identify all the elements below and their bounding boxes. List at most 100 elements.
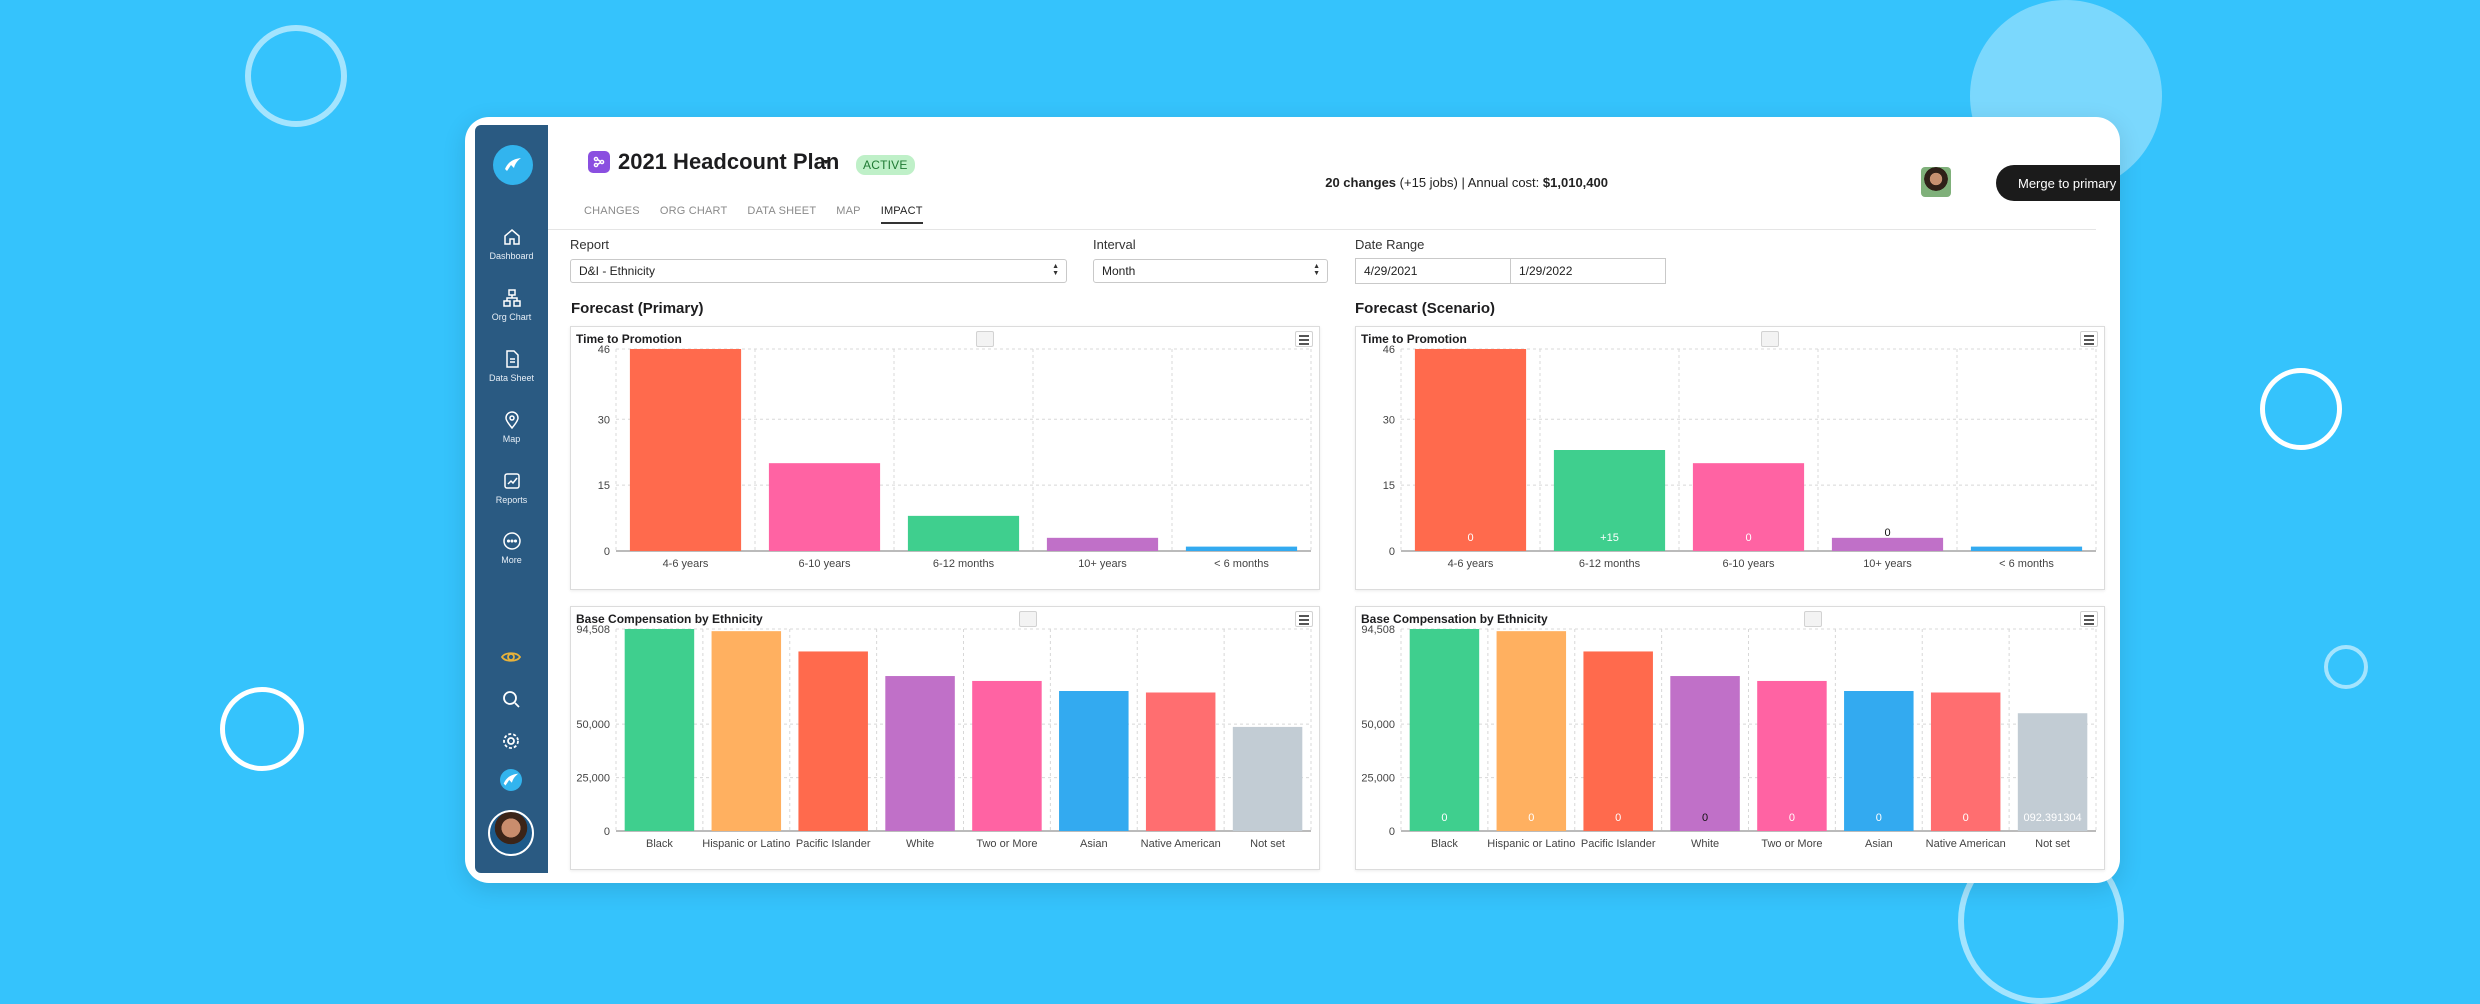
x-tick-label: < 6 months: [1999, 558, 2054, 570]
data-label: 0: [1615, 812, 1621, 824]
x-tick-label: Black: [646, 838, 673, 850]
select-arrows-icon: ▲ ▼: [1052, 263, 1059, 277]
tab-org-chart[interactable]: ORG CHART: [659, 205, 728, 217]
x-tick-label: Native American: [1926, 838, 2006, 850]
y-tick-label: 0: [604, 546, 610, 558]
data-label: 0: [1702, 812, 1708, 824]
clear-filter-icon[interactable]: [1019, 611, 1037, 627]
sidebar-item-more[interactable]: More: [475, 531, 548, 565]
chart-canvas: 0 15 30 46 0 4-6 years +15 6-12 months 0 6-10 yea…: [1383, 344, 2097, 570]
map-pin-icon: [504, 411, 519, 430]
header-divider: [548, 229, 2096, 230]
sidebar: Dashboard Org Chart Data Sheet Map: [475, 125, 548, 873]
chart-menu-icon[interactable]: [1295, 331, 1313, 347]
data-label: 0: [1745, 532, 1751, 544]
chevron-down-icon[interactable]: [820, 157, 832, 167]
chart-bar: [1232, 726, 1303, 831]
chart-bar: [1046, 537, 1159, 551]
decor-circle-right: [2260, 368, 2342, 450]
x-tick-label: Native American: [1141, 838, 1221, 850]
x-tick-label: White: [906, 838, 934, 850]
eye-icon[interactable]: [499, 645, 523, 669]
report-label: Report: [570, 237, 610, 252]
y-tick-label: 15: [598, 480, 610, 492]
chart-bar: [711, 631, 782, 831]
sidebar-item-data-sheet[interactable]: Data Sheet: [475, 349, 548, 383]
chart-menu-icon[interactable]: [2080, 331, 2098, 347]
sidebar-item-reports[interactable]: Reports: [475, 471, 548, 505]
chart-bar: [1757, 680, 1827, 831]
y-tick-label: 50,000: [1361, 719, 1395, 731]
chart-bar: [1059, 691, 1129, 831]
x-tick-label: Pacific Islander: [1581, 838, 1656, 850]
y-tick-label: 94,508: [1361, 624, 1395, 636]
x-tick-label: 6-12 months: [933, 558, 995, 570]
chart-panel: Time to Promotion 0 15 30 46 4-6 years 6-10 y…: [570, 326, 1320, 590]
gear-icon[interactable]: [499, 729, 523, 753]
y-tick-label: 94,508: [576, 624, 610, 636]
sidebar-item-label: Org Chart: [491, 312, 532, 322]
clear-filter-icon[interactable]: [1761, 331, 1779, 347]
x-tick-label: Two or More: [976, 838, 1037, 850]
app-switcher[interactable]: [500, 769, 522, 791]
chart-bar: [1145, 692, 1216, 831]
sidebar-item-label: More: [501, 555, 522, 565]
chart-bar: [1930, 692, 2001, 831]
tab-impact[interactable]: IMPACT: [880, 205, 923, 224]
interval-select[interactable]: Month ▲ ▼: [1093, 259, 1328, 283]
clear-filter-icon[interactable]: [976, 331, 994, 347]
more-icon: [502, 532, 521, 550]
y-tick-label: 46: [598, 344, 610, 356]
report-select[interactable]: D&I - Ethnicity ▲ ▼: [570, 259, 1067, 283]
chart-title: Base Compensation by Ethnicity: [1361, 612, 1548, 626]
chart-bar: [907, 515, 1020, 551]
app-logo-icon: [505, 158, 521, 171]
chart-bar: [1692, 463, 1805, 551]
chart-bar: [1496, 631, 1567, 831]
merge-to-primary-button[interactable]: Merge to primary ▼: [1996, 165, 2120, 201]
search-icon[interactable]: [499, 687, 523, 711]
tab-map[interactable]: MAP: [836, 205, 861, 217]
data-label: 0: [1467, 532, 1473, 544]
y-tick-label: 0: [1389, 826, 1395, 838]
x-tick-label: 6-10 years: [799, 558, 851, 570]
chart-bar: [885, 676, 955, 831]
decor-circle-right-small: [2324, 645, 2368, 689]
reports-chart-icon: [503, 473, 520, 489]
chart-bar: [798, 651, 868, 831]
chart-bar: [1670, 676, 1740, 831]
x-tick-label: 4-6 years: [663, 558, 709, 570]
interval-select-value: Month: [1102, 264, 1136, 278]
jobs-count: (+15 jobs): [1399, 175, 1458, 190]
chart-bar: [1185, 546, 1298, 551]
y-tick-label: 25,000: [576, 773, 610, 785]
chart-bar: [1844, 691, 1914, 831]
chart-title: Time to Promotion: [576, 332, 682, 346]
tab-data-sheet[interactable]: DATA SHEET: [747, 205, 817, 217]
x-tick-label: 10+ years: [1078, 558, 1127, 570]
y-tick-label: 30: [598, 414, 610, 426]
sidebar-item-label: Dashboard: [489, 251, 534, 261]
status-badge: ACTIVE: [856, 155, 915, 175]
clear-filter-icon[interactable]: [1804, 611, 1822, 627]
merge-button-label: Merge to primary: [2018, 175, 2117, 191]
avatar[interactable]: [488, 810, 534, 856]
collaborator-avatar[interactable]: [1921, 167, 1951, 197]
chart-menu-icon[interactable]: [2080, 611, 2098, 627]
date-start-input[interactable]: 4/29/2021: [1355, 258, 1511, 284]
y-tick-label: 46: [1383, 344, 1395, 356]
app-logo[interactable]: [493, 145, 533, 185]
date-end-input[interactable]: 1/29/2022: [1510, 258, 1666, 284]
chart-canvas: 0 25,000 50,000 94,508 Black Hispanic or Lati…: [576, 624, 1312, 850]
x-tick-label: Black: [1431, 838, 1458, 850]
chart-menu-icon[interactable]: [1295, 611, 1313, 627]
chart-panel: Base Compensation by Ethnicity 0 25,000 50…: [570, 606, 1320, 870]
chart-panel: Time to Promotion 0 15 30 46 0 4-6 years +15 6-…: [1355, 326, 2105, 590]
sidebar-item-map[interactable]: Map: [475, 410, 548, 444]
sidebar-item-dashboard[interactable]: Dashboard: [475, 227, 548, 261]
chart-bar: [1409, 629, 1480, 831]
tab-changes[interactable]: CHANGES: [584, 205, 640, 217]
sidebar-item-org-chart[interactable]: Org Chart: [475, 288, 548, 322]
x-tick-label: Not set: [2035, 838, 2070, 850]
tab-bar: CHANGES ORG CHART DATA SHEET MAP IMPACT: [584, 205, 943, 224]
